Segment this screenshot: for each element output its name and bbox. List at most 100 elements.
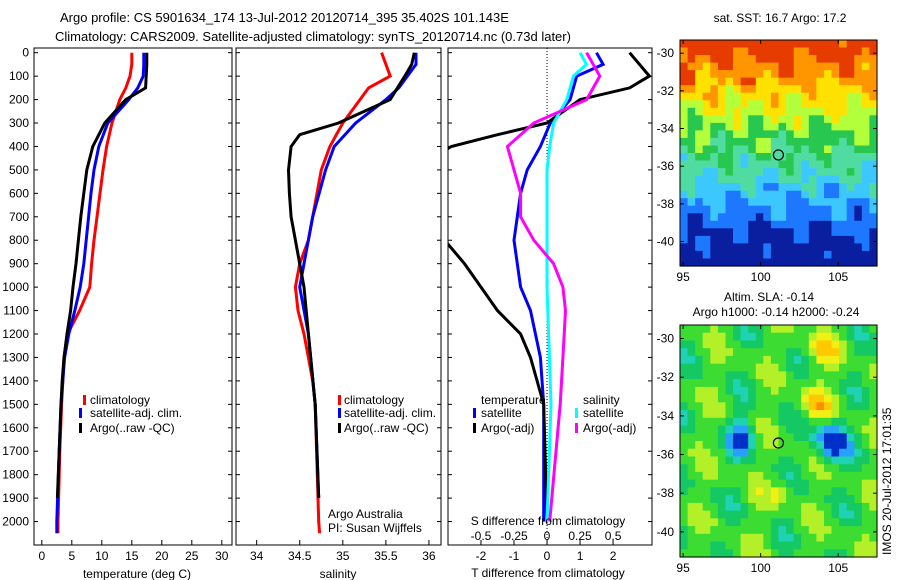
sla-cell xyxy=(801,363,810,372)
sla-cell xyxy=(786,402,795,411)
sla-cell xyxy=(846,464,855,473)
sla-cell xyxy=(778,502,787,512)
sst-cell xyxy=(763,205,772,214)
sst-cell xyxy=(816,40,825,49)
sla-cell xyxy=(710,355,719,365)
sst-cell xyxy=(786,160,795,169)
sla-cell xyxy=(695,541,704,550)
sla-cell xyxy=(725,371,734,380)
sla-cell xyxy=(680,487,689,496)
sst-cell xyxy=(748,175,757,184)
sla-cell xyxy=(839,379,848,388)
sst-cell xyxy=(680,115,689,124)
sla-cell xyxy=(733,340,742,349)
difference-legend: temperature satellite Argo(-adj) salinit… xyxy=(473,393,636,435)
legend-label: climatology xyxy=(344,393,404,407)
sla-cell xyxy=(854,325,863,334)
sla-cell xyxy=(816,425,825,434)
sst-cell xyxy=(740,137,749,146)
sst-cell xyxy=(770,198,780,207)
sla-cell xyxy=(793,471,802,481)
sst-cell xyxy=(869,190,878,199)
sla-cell xyxy=(687,332,696,341)
sst-cell xyxy=(755,85,764,94)
lat-tick-label: -32 xyxy=(657,84,675,98)
sla-cell xyxy=(861,363,870,372)
sst-cell xyxy=(846,175,855,184)
sst-cell xyxy=(854,130,863,139)
sla-cell xyxy=(755,448,764,457)
sst-cell xyxy=(740,258,749,267)
sla-cell xyxy=(695,417,704,427)
sla-cell xyxy=(702,410,711,419)
sst-cell xyxy=(824,145,833,154)
sla-cell xyxy=(861,394,870,403)
sla-cell xyxy=(710,448,719,457)
sla-cell xyxy=(687,379,696,388)
temperature-panel: 0 5 10 15 20 25 300100200300400500600700800900… xyxy=(2,46,233,563)
sst-cell xyxy=(710,213,719,222)
sst-cell xyxy=(793,70,802,79)
sla-cell xyxy=(808,464,817,473)
sst-cell xyxy=(687,130,696,139)
sst-cell xyxy=(748,145,757,154)
sla-cell xyxy=(778,541,787,550)
sla-cell xyxy=(846,340,855,349)
sst-cell xyxy=(854,85,863,94)
sst-cell xyxy=(824,190,833,199)
sst-cell xyxy=(801,153,810,162)
sst-cell xyxy=(725,250,734,259)
sst-cell xyxy=(710,250,719,259)
sst-cell xyxy=(778,198,787,207)
sst-cell xyxy=(839,145,848,154)
sst-cell xyxy=(839,220,848,229)
sla-cell xyxy=(831,417,840,427)
sla-cell xyxy=(687,371,696,380)
sla-cell xyxy=(786,355,795,365)
depth-tick-label: 1100 xyxy=(3,304,29,318)
sla-cell xyxy=(839,386,848,396)
sla-cell xyxy=(725,325,734,334)
sst-cell xyxy=(725,47,734,56)
sla-cell xyxy=(763,487,772,496)
sst-cell xyxy=(831,47,840,56)
sst-cell xyxy=(725,70,734,79)
sst-cell xyxy=(808,47,817,56)
sst-cell xyxy=(770,115,780,124)
sla-cell xyxy=(687,386,696,396)
sla-cell xyxy=(808,448,817,457)
sst-cell xyxy=(786,55,795,64)
sst-cell xyxy=(778,100,787,109)
sla-cell xyxy=(687,363,696,372)
sla-cell xyxy=(846,394,855,403)
lat-tick-label: -36 xyxy=(657,448,675,462)
sla-cell xyxy=(854,394,863,403)
sla-cell xyxy=(854,433,863,442)
sla-cell xyxy=(695,441,704,450)
sla-cell xyxy=(717,448,727,457)
sla-cell xyxy=(846,386,855,396)
sla-cell xyxy=(687,402,696,411)
sst-cell xyxy=(687,55,696,64)
sla-cell xyxy=(755,541,764,550)
sla-cell xyxy=(793,402,802,411)
sst-cell xyxy=(770,153,780,162)
sst-cell xyxy=(839,153,848,162)
sla-cell xyxy=(778,464,787,473)
sla-cell xyxy=(763,495,772,504)
sla-cell xyxy=(861,541,870,550)
sla-cell xyxy=(695,448,704,457)
sst-cell xyxy=(755,77,764,86)
sst-cell xyxy=(755,258,764,267)
legend-swatch-climatology xyxy=(338,395,341,405)
sst-cell xyxy=(702,160,711,169)
sla-cell xyxy=(733,371,742,380)
sst-cell xyxy=(740,190,749,199)
sst-cell xyxy=(793,250,802,259)
sla-cell xyxy=(808,417,817,427)
sst-cell xyxy=(824,228,833,237)
sst-cell xyxy=(725,100,734,109)
sst-cell xyxy=(725,220,734,229)
sst-cell xyxy=(831,168,840,177)
sla-cell xyxy=(869,355,878,365)
